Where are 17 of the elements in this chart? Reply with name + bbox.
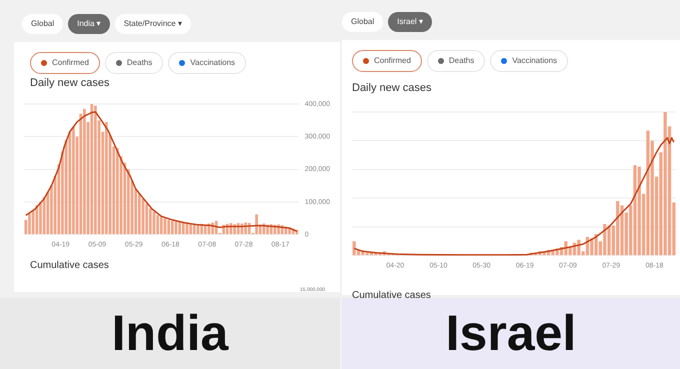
text: Confirmed	[374, 55, 411, 67]
text: Global	[22, 14, 64, 34]
chart-title: Daily new cases	[352, 82, 432, 94]
text: India	[0, 298, 340, 369]
text: Cumulative cases	[352, 290, 431, 301]
text: Cumulative cases	[30, 260, 109, 271]
chart-title: Daily new cases	[30, 77, 110, 89]
text: India ▾	[68, 14, 110, 34]
text: Israel	[446, 305, 576, 361]
text: Deaths	[448, 55, 474, 67]
text: Deaths	[126, 57, 152, 69]
text: Vaccinations	[512, 55, 558, 67]
text: Confirmed	[52, 57, 89, 69]
text: Global	[342, 12, 384, 32]
text: Israel ▾	[388, 12, 432, 32]
text: Vaccinations	[190, 57, 236, 69]
text: State/Province ▾	[114, 14, 191, 34]
